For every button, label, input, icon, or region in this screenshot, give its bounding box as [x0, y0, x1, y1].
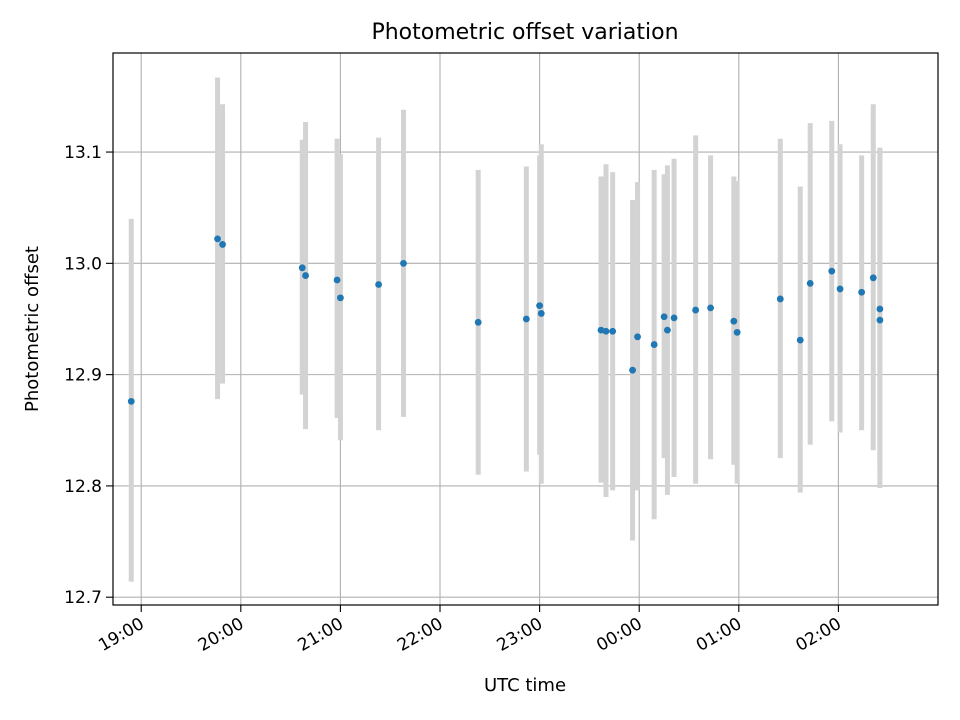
- data-point: [400, 259, 407, 267]
- data-point: [858, 288, 866, 296]
- data-point: [776, 295, 784, 303]
- data-point: [375, 281, 382, 288]
- data-point: [796, 336, 804, 344]
- data-point: [692, 306, 700, 314]
- y-tick-label: 13.1: [64, 143, 102, 163]
- data-point: [522, 315, 530, 323]
- data-point: [214, 235, 221, 243]
- data-point: [602, 327, 610, 335]
- y-axis: 12.7 12.8 12.9 13.0 13.1: [64, 143, 113, 608]
- data-point: [730, 317, 738, 325]
- data-point: [828, 267, 836, 275]
- data-point: [664, 326, 671, 334]
- data-point: [333, 276, 341, 284]
- data-point: [650, 341, 658, 348]
- y-tick-label: 12.7: [64, 588, 102, 608]
- data-point: [670, 314, 678, 322]
- data-point: [474, 318, 482, 326]
- data-point: [876, 316, 884, 324]
- data-point: [707, 304, 714, 312]
- data-point: [876, 305, 884, 313]
- data-point: [302, 272, 309, 279]
- y-tick-label: 12.8: [64, 477, 102, 497]
- y-axis-label: Photometric offset: [22, 246, 43, 412]
- data-point: [337, 294, 344, 302]
- data-points: [127, 235, 884, 405]
- data-point: [869, 274, 877, 282]
- data-point: [536, 302, 544, 310]
- y-tick-label: 13.0: [64, 254, 102, 274]
- data-point: [298, 264, 306, 272]
- data-point: [537, 310, 545, 317]
- data-point: [634, 333, 641, 341]
- data-point: [629, 366, 636, 374]
- data-point: [733, 328, 741, 336]
- data-point: [219, 241, 226, 248]
- plot-frame: [112, 52, 939, 606]
- data-point: [609, 327, 617, 335]
- data-point: [660, 313, 668, 321]
- chart-title: Photometric offset variation: [371, 20, 678, 45]
- y-tick-label: 12.9: [64, 366, 102, 386]
- data-point: [806, 279, 814, 287]
- data-point: [836, 285, 844, 293]
- data-point: [127, 397, 135, 405]
- x-axis-label: UTC time: [484, 675, 566, 696]
